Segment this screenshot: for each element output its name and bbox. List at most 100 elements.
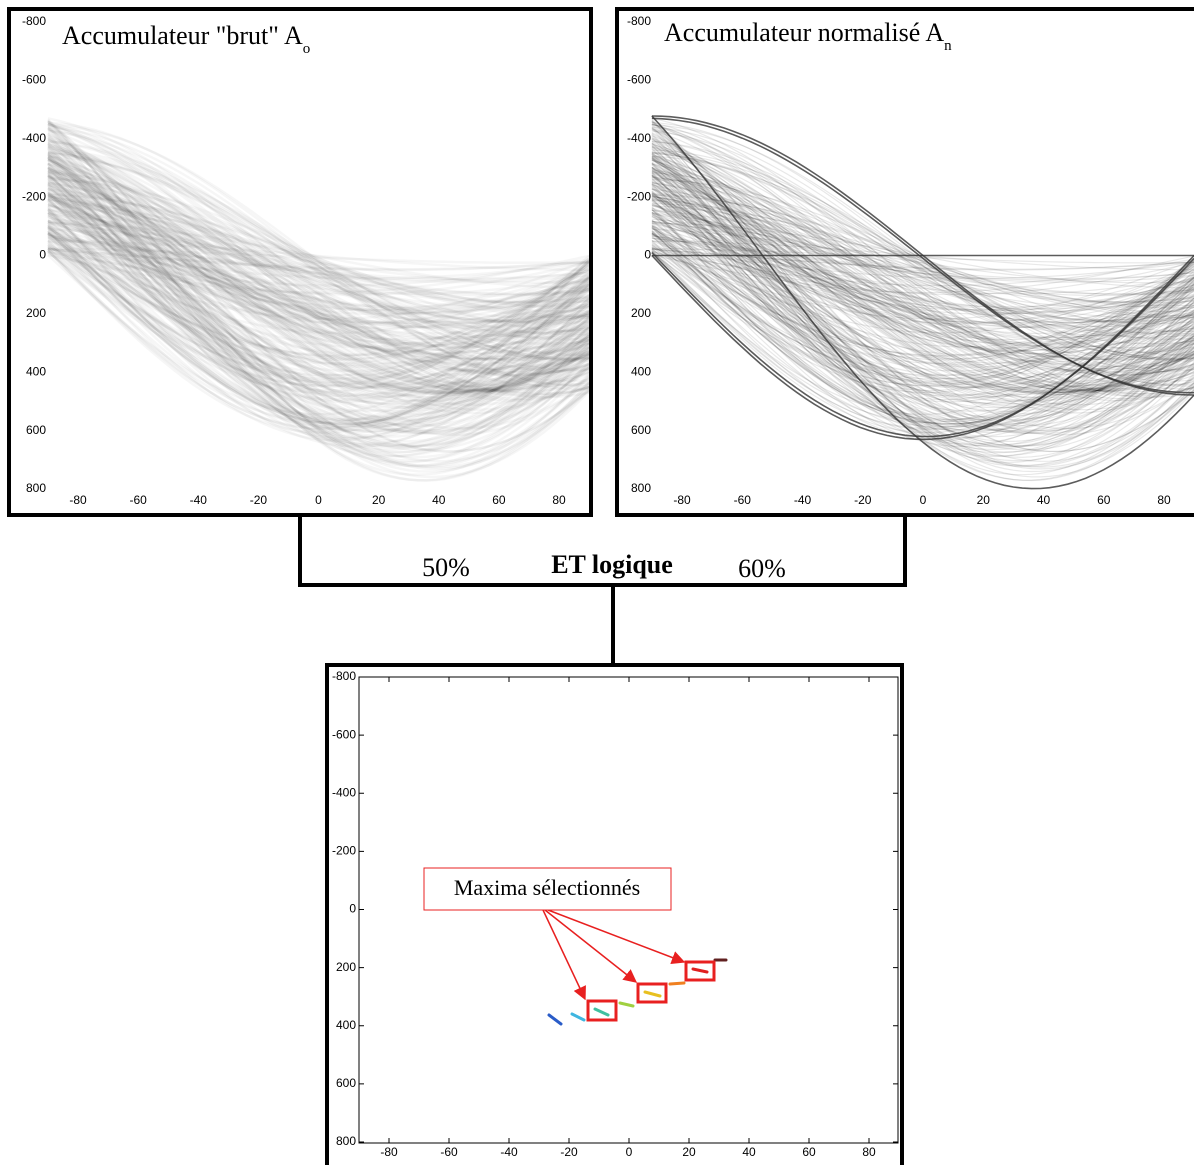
hough-curve [651, 172, 1194, 340]
hough-curve [651, 186, 1194, 389]
hough-curve [651, 225, 1194, 425]
hough-curve [651, 209, 1194, 364]
hough-curve [651, 176, 1194, 339]
hough-curve [651, 221, 1194, 314]
maximum [570, 1012, 586, 1022]
hough-curve [651, 170, 1194, 361]
hough-curve [651, 169, 1194, 402]
selection-box [684, 960, 716, 982]
hough-curve [651, 198, 1194, 321]
x-tick-label: -80 [673, 493, 691, 507]
hough-curve [651, 145, 1194, 376]
hough-curve [651, 248, 1194, 271]
hough-curve [651, 196, 1194, 338]
arrows [542, 909, 686, 1001]
maximum [547, 1013, 563, 1026]
y-tick-label: -400 [332, 785, 356, 799]
hough-curve [651, 221, 1194, 368]
hough-curve [651, 163, 1194, 448]
hough-curve [651, 148, 1194, 462]
hough-curve [651, 155, 1194, 368]
hough-curve [651, 152, 1194, 360]
y-tick-label: 200 [631, 306, 651, 320]
hough-curve [651, 246, 1194, 380]
y-tick-label: 0 [644, 248, 651, 262]
hough-curve [651, 233, 1194, 397]
hough-curve [651, 185, 1194, 348]
maximum [643, 990, 662, 998]
hough-curve [651, 138, 1194, 406]
hough-curve [651, 239, 1194, 428]
hough-curve [651, 128, 1194, 387]
hough-edge [651, 115, 1194, 490]
hough-curve [651, 246, 1194, 376]
hough-curve [651, 199, 1194, 339]
hough-curve [651, 150, 1194, 391]
hough-curve [651, 216, 1194, 328]
hough-curve [651, 226, 1194, 366]
hough-curve [651, 199, 1194, 404]
hough-curve [651, 163, 1194, 354]
hough-curve [651, 184, 1194, 337]
hough-curve [651, 177, 1194, 451]
hough-curve [651, 232, 1194, 380]
x-tick-label: 80 [552, 493, 566, 507]
hough-curve [651, 127, 1194, 436]
hough-curve [651, 239, 1194, 311]
hough-curve [651, 175, 1194, 409]
hough-curve [651, 192, 1194, 409]
annotation: Maxima sélectionnés [454, 875, 640, 900]
x-tick-label: -20 [560, 1145, 578, 1159]
hough-curve [651, 195, 1194, 323]
hough-curve [651, 196, 1194, 319]
hough-curve [651, 193, 1194, 319]
hough-curve [651, 237, 1194, 280]
hough-curve [651, 183, 1194, 363]
x-tick-label: 20 [682, 1145, 696, 1159]
hough-curve [651, 159, 1194, 388]
hough-curve [651, 138, 1194, 392]
hough-curve [651, 214, 1194, 349]
hough-curve [651, 233, 1194, 315]
hough-curve [651, 240, 1194, 325]
arrow [547, 909, 686, 964]
hough-curve [651, 236, 1194, 360]
y-tick-label: 400 [336, 1018, 356, 1032]
hough-curve [651, 251, 1194, 287]
hough-curve [651, 121, 1194, 468]
hough-curve [651, 118, 1194, 478]
hough-curve [651, 133, 1194, 468]
hough-curve [651, 233, 1194, 376]
hough-curve [651, 170, 1194, 403]
hough-curve [651, 209, 1194, 304]
selection-box [586, 999, 618, 1022]
hough-curve [651, 166, 1194, 406]
hough-curve [651, 169, 1194, 345]
hough-curve [651, 158, 1194, 396]
hough-curve [651, 120, 1194, 453]
hough-curve [651, 168, 1194, 360]
threshold-label: 50% [422, 553, 470, 582]
x-tick-label: -60 [129, 493, 147, 507]
x-tick-label: 40 [1037, 493, 1051, 507]
hough-curve [651, 232, 1194, 372]
hough-curve [651, 151, 1194, 361]
hough-curve [651, 123, 1194, 400]
hough-curve [651, 203, 1194, 347]
hough-curve [651, 183, 1194, 431]
hough-curve [651, 130, 1194, 382]
hough-curve [651, 123, 1194, 395]
hough-curve [651, 138, 1194, 390]
hough-curve [651, 227, 1194, 423]
hough-curve [651, 221, 1194, 295]
y-tick-label: -600 [332, 727, 356, 741]
x-tick-label: 20 [977, 493, 991, 507]
hough-curve [651, 195, 1194, 379]
hough-curve [651, 162, 1194, 383]
hough-curve [651, 124, 1194, 387]
y-tick-label: -600 [627, 73, 651, 87]
hough-edge [651, 117, 1194, 394]
hough-curve [651, 250, 1194, 429]
hough-curve [651, 153, 1194, 447]
maximum [618, 1001, 635, 1008]
